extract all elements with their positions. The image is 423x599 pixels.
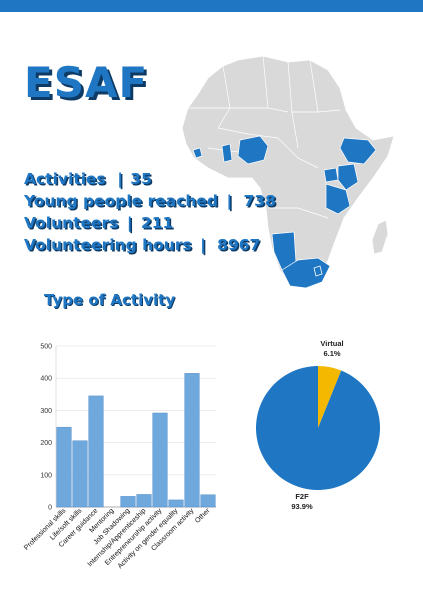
stat-value: 738 (243, 192, 276, 210)
bar (184, 373, 200, 508)
y-tick-label: 500 (40, 344, 52, 351)
bar (120, 496, 136, 508)
page-title: ESAF (24, 58, 149, 107)
stat-label: Volunteering hours (24, 236, 192, 254)
stat-value: 211 (140, 214, 174, 232)
y-tick-label: 0 (48, 505, 52, 512)
map-highlight-south-africa (281, 257, 331, 289)
map-highlight-uganda (323, 167, 339, 183)
map-highlight-liberia (192, 147, 203, 159)
pie-slice-percent: 93.9% (291, 502, 313, 511)
bar (72, 440, 88, 508)
pie-slice (318, 366, 342, 428)
stat-separator: | (126, 214, 133, 232)
bar (200, 494, 216, 508)
y-tick-label: 100 (40, 472, 52, 479)
stat-label: Activities (24, 170, 106, 188)
africa-map (181, 55, 395, 289)
section-title: Type of Activity (44, 291, 176, 309)
y-tick-label: 400 (40, 376, 52, 383)
stat-separator: | (226, 192, 233, 210)
top-accent-bar (0, 0, 423, 12)
bar (136, 494, 152, 508)
bar (56, 426, 72, 508)
stat-activities: Activities | 35 (24, 168, 276, 190)
bar (152, 412, 168, 508)
map-highlight-lesotho (313, 265, 323, 277)
pie-slice-name: F2F (295, 492, 309, 501)
stat-label: Volunteers (24, 214, 119, 232)
bar (168, 499, 184, 508)
bar (88, 395, 104, 508)
y-tick-label: 300 (40, 408, 52, 415)
stat-value: 35 (130, 170, 152, 188)
country-borders (188, 55, 341, 219)
map-highlight-tanzania (325, 183, 351, 215)
stats-panel: Activities | 35 Young people reached | 7… (24, 168, 276, 256)
stat-separator: | (117, 170, 123, 188)
pie-slice-name: Virtual (320, 339, 343, 348)
map-highlight-kenya (337, 163, 359, 191)
stat-young-people-reached: Young people reached | 738 (24, 190, 276, 212)
map-highlight-nigeria (237, 135, 269, 165)
y-tick-label: 200 (40, 440, 52, 447)
pie-slice-percent: 6.1% (323, 349, 340, 358)
map-highlight-ghana (221, 143, 233, 163)
stat-volunteers: Volunteers | 211 (24, 212, 276, 234)
pie-slice (255, 366, 380, 490)
stat-label: Young people reached (24, 192, 219, 210)
stat-volunteering-hours: Volunteering hours | 8967 (24, 234, 276, 256)
x-category-label: Other (194, 507, 212, 525)
stat-value: 8967 (217, 236, 261, 254)
map-highlight-ethiopia (339, 137, 377, 165)
stat-separator: | (200, 236, 206, 254)
madagascar (371, 219, 389, 255)
